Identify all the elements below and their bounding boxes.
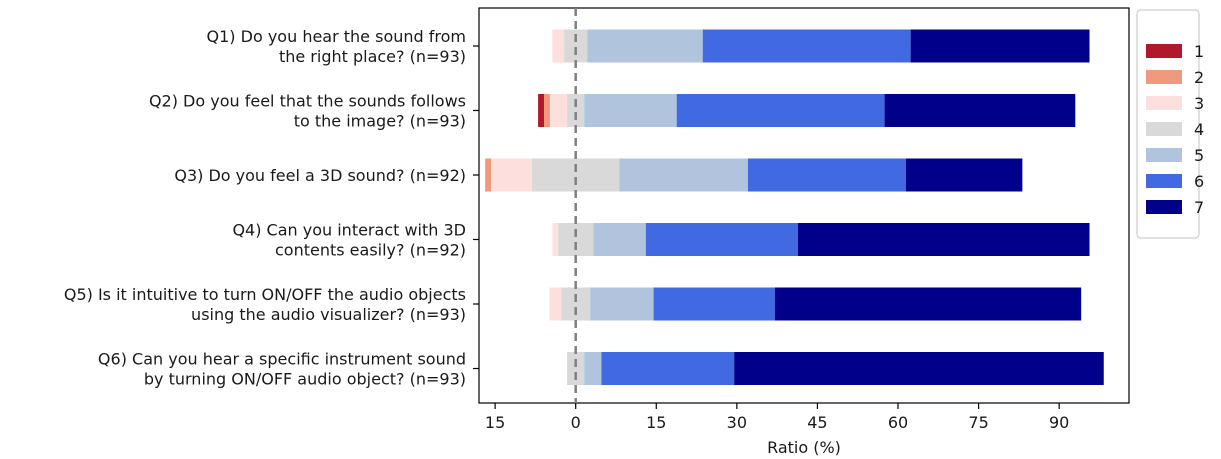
question-label-line: to the image? (n=93): [294, 112, 466, 131]
bar-q3-level-3: [491, 158, 532, 192]
question-label-line: using the audio visualizer? (n=93): [191, 305, 466, 324]
question-label-line: Q3) Do you feel a 3D sound? (n=92): [174, 166, 466, 185]
x-axis: 15 0 15 30 45 60 75 90: [485, 403, 1069, 432]
bar-q2-level-2: [544, 94, 550, 127]
bar-q4-level-3: [552, 223, 559, 256]
bar-q4-level-7: [797, 223, 1090, 256]
x-axis-title: Ratio (%): [767, 438, 841, 457]
x-tick-label: 15: [485, 413, 505, 432]
x-tick-label: 45: [807, 413, 827, 432]
question-label-line: Q1) Do you hear the sound from: [207, 27, 466, 46]
question-label-q1: Q1) Do you hear the sound from the right …: [207, 27, 466, 66]
question-label-q4: Q4) Can you interact with 3D contents eas…: [232, 221, 466, 260]
legend-label-7: 7: [1194, 198, 1204, 217]
bar-q1-level-3: [552, 29, 565, 63]
legend-label-6: 6: [1194, 172, 1204, 191]
bar-q5-level-7: [774, 287, 1082, 321]
question-label-line: Q6) Can you hear a specific instrument s…: [98, 350, 466, 369]
question-label-line: the right place? (n=93): [279, 47, 466, 66]
bar-q2-level-1: [538, 94, 544, 127]
bar-q2-level-6: [676, 94, 885, 127]
x-tick-label: 90: [1049, 413, 1069, 432]
question-label-q2: Q2) Do you feel that the sounds follows t…: [149, 92, 466, 131]
legend-swatch-4: [1146, 122, 1182, 136]
question-label-q6: Q6) Can you hear a specific instrument s…: [98, 350, 466, 389]
question-label-q5: Q5) Is it intuitive to turn ON/OFF the a…: [64, 285, 466, 324]
bar-q1-level-5: [587, 29, 703, 63]
question-label-line: Q4) Can you interact with 3D: [232, 221, 466, 240]
bar-q6-level-7: [734, 352, 1104, 385]
bar-q2-level-7: [884, 94, 1076, 127]
bar-q3-level-5: [619, 158, 748, 192]
bar-q4-level-6: [645, 223, 798, 256]
question-label-line: Q2) Do you feel that the sounds follows: [149, 92, 466, 111]
bar-q5-level-3: [549, 287, 562, 321]
bar-q3-level-7: [905, 158, 1023, 192]
legend-swatch-2: [1146, 70, 1182, 84]
legend-label-3: 3: [1194, 94, 1204, 113]
bar-q3-level-2: [485, 158, 492, 192]
legend-label-5: 5: [1194, 146, 1204, 165]
legend-label-4: 4: [1194, 120, 1204, 139]
bar-q4-level-4: [558, 223, 594, 256]
bar-q1-level-4: [564, 29, 588, 63]
question-label-line: Q5) Is it intuitive to turn ON/OFF the a…: [64, 285, 466, 304]
bar-q5-level-6: [653, 287, 775, 321]
legend-swatch-7: [1146, 200, 1182, 214]
bar-q3-level-4: [531, 158, 620, 192]
bar-q4-level-5: [593, 223, 646, 256]
bar-q3-level-6: [747, 158, 906, 192]
y-axis: Q1) Do you hear the sound from the right …: [64, 27, 479, 389]
legend-swatch-6: [1146, 174, 1182, 188]
bar-q1-level-6: [702, 29, 911, 63]
bar-layer: [485, 29, 1104, 385]
bar-q1-level-7: [910, 29, 1090, 63]
question-label-line: by turning ON/OFF audio object? (n=93): [144, 370, 466, 389]
x-tick-label: 15: [646, 413, 666, 432]
x-tick-label: 0: [571, 413, 581, 432]
legend: 1 2 3 4 5 6 7: [1136, 9, 1204, 239]
bar-q2-level-4: [567, 94, 585, 127]
x-tick-label: 75: [968, 413, 988, 432]
legend-label-1: 1: [1194, 42, 1204, 61]
x-tick-label: 60: [888, 413, 908, 432]
question-label-line: contents easily? (n=92): [275, 241, 466, 260]
bar-q5-level-5: [590, 287, 654, 321]
legend-swatch-5: [1146, 148, 1182, 162]
question-label-q3: Q3) Do you feel a 3D sound? (n=92): [174, 166, 466, 185]
bar-q5-level-4: [561, 287, 591, 321]
bar-q6-level-4: [567, 352, 585, 385]
bar-q2-level-5: [584, 94, 677, 127]
bar-q2-level-3: [549, 94, 568, 127]
legend-label-2: 2: [1194, 68, 1204, 87]
plot-frame: [478, 7, 1130, 404]
bar-q6-level-5: [584, 352, 602, 385]
bar-q6-level-6: [601, 352, 735, 385]
legend-swatch-1: [1146, 44, 1182, 58]
x-tick-label: 30: [727, 413, 747, 432]
legend-swatch-3: [1146, 96, 1182, 110]
